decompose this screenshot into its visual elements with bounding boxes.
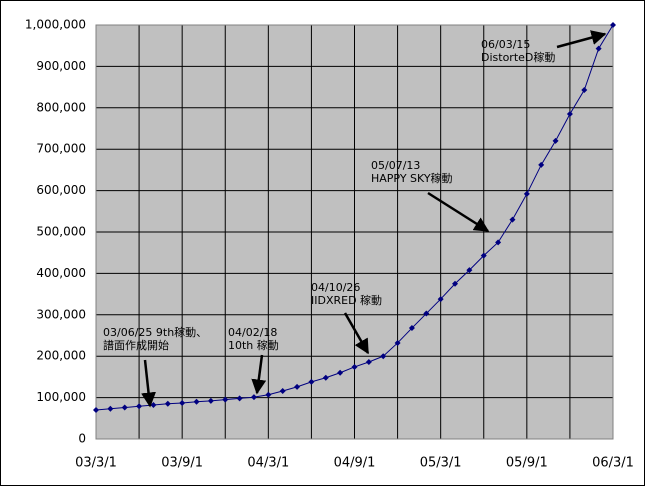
data-point	[595, 45, 602, 52]
data-point	[365, 358, 372, 365]
data-point	[207, 397, 214, 404]
data-point	[107, 405, 114, 412]
data-point	[552, 137, 559, 144]
y-tick-label: 700,000	[36, 142, 86, 156]
annotation-text: 04/02/18	[228, 326, 277, 339]
annotation-arrow	[343, 312, 370, 355]
x-tick-label: 03/3/1	[75, 456, 117, 471]
annotation-text: IIDXRED 稼動	[311, 293, 382, 307]
data-point	[523, 190, 530, 197]
y-tick-label: 800,000	[36, 100, 86, 114]
y-tick-label: 900,000	[36, 59, 86, 73]
data-point	[136, 403, 143, 410]
y-tick-label: 300,000	[36, 307, 86, 321]
data-point	[93, 407, 99, 414]
annotation-text: 譜面作成開始	[103, 338, 169, 352]
y-tick-label: 1,000,000	[25, 18, 86, 32]
data-point	[566, 111, 573, 118]
data-point	[351, 363, 358, 370]
data-point	[423, 310, 430, 317]
data-point	[121, 404, 128, 411]
annotation-text: DistorteD稼動	[481, 50, 555, 64]
data-point	[495, 239, 502, 246]
data-point	[394, 339, 401, 346]
y-tick-label: 0	[78, 432, 86, 446]
annotation-arrow	[556, 30, 607, 49]
data-point	[581, 86, 588, 93]
data-point	[265, 391, 272, 398]
annotation-arrow	[427, 191, 490, 233]
annotation-text: 10th 稼動	[228, 338, 279, 352]
annotation-text: 05/07/13	[371, 159, 420, 172]
y-tick-label: 200,000	[36, 349, 86, 363]
data-point	[408, 325, 415, 332]
data-point	[236, 395, 243, 402]
y-tick-label: 100,000	[36, 390, 86, 404]
data-point	[538, 161, 545, 168]
data-point	[250, 394, 257, 401]
y-tick-label: 400,000	[36, 266, 86, 280]
annotation-text: 03/06/25 9th稼動、	[103, 325, 207, 339]
annotation-arrow	[141, 359, 156, 408]
data-point	[308, 378, 315, 385]
data-point	[164, 400, 171, 407]
x-tick-label: 04/9/1	[334, 456, 376, 471]
data-point	[437, 296, 444, 303]
annotation-text: HAPPY SKY稼動	[371, 171, 453, 185]
data-point	[193, 398, 200, 405]
data-point	[222, 396, 229, 403]
x-tick-label: 03/9/1	[161, 456, 203, 471]
annotation-text: 04/10/26	[311, 281, 360, 294]
data-point	[610, 22, 616, 28]
data-point	[279, 387, 286, 394]
data-point	[466, 267, 473, 274]
plot-frame	[95, 24, 614, 440]
data-point	[480, 252, 487, 259]
data-point	[179, 399, 186, 406]
x-tick-label: 04/3/1	[247, 456, 289, 471]
x-tick-label: 06/3/1	[592, 456, 634, 471]
y-tick-label: 500,000	[36, 225, 86, 239]
data-point	[294, 383, 301, 390]
data-point	[452, 280, 459, 287]
y-tick-label: 600,000	[36, 183, 86, 197]
data-point	[337, 369, 344, 376]
annotation-arrow	[251, 354, 267, 395]
x-tick-label: 05/3/1	[420, 456, 462, 471]
data-point	[509, 216, 516, 223]
x-tick-label: 05/9/1	[506, 456, 548, 471]
data-point	[322, 374, 329, 381]
annotation-text: 06/03/15	[481, 38, 530, 51]
data-point	[380, 353, 387, 360]
